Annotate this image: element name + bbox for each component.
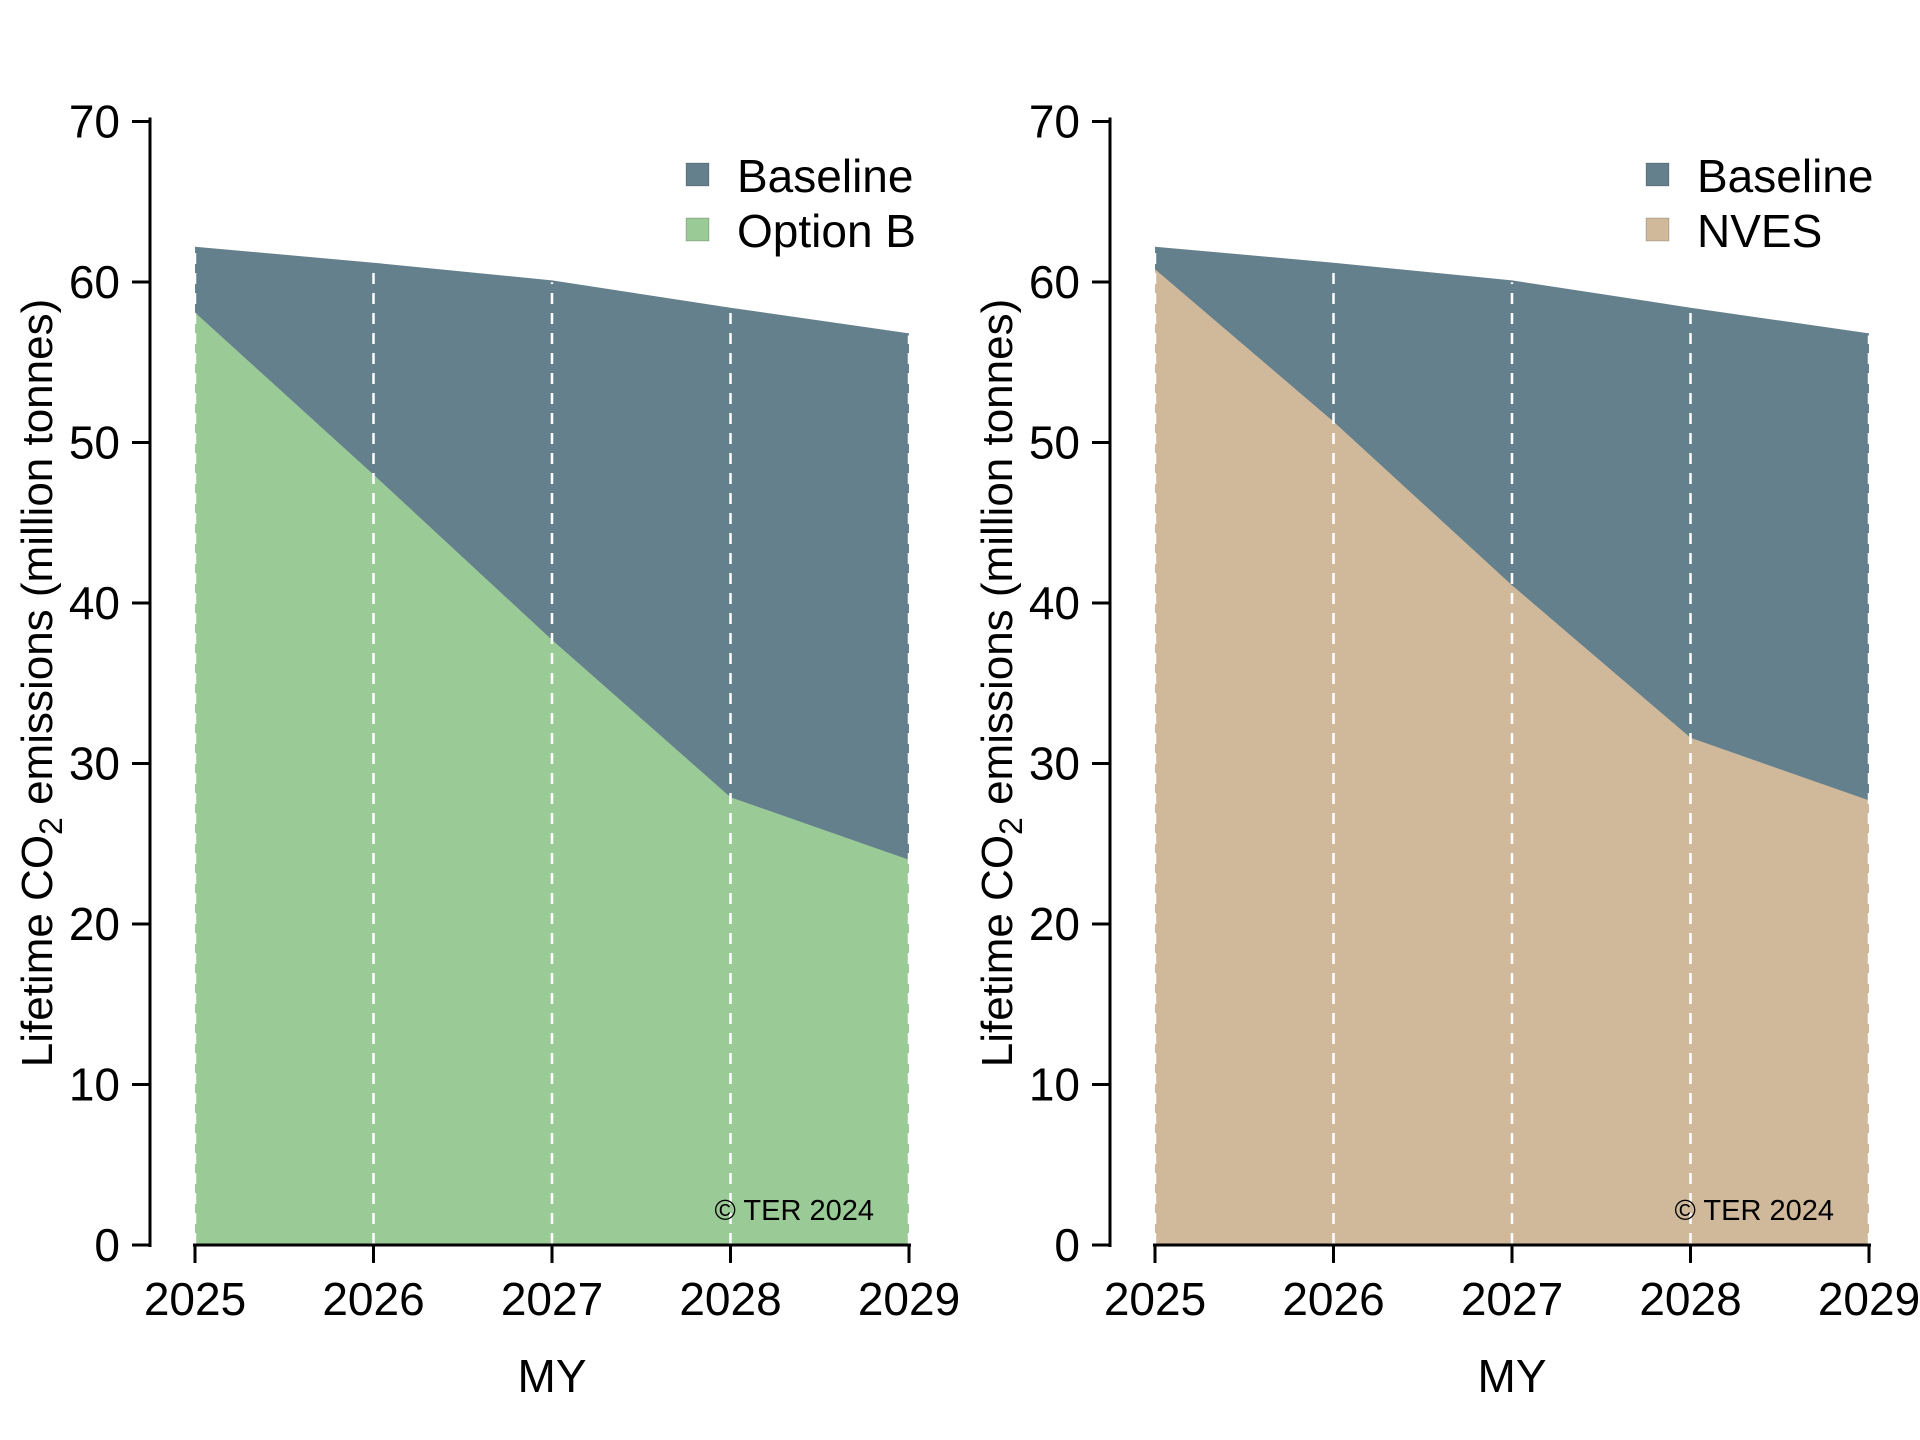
x-tick-label-2029: 2029 <box>858 1273 960 1325</box>
legend-label-option-b: Option B <box>737 205 916 257</box>
y-axis-title: Lifetime CO2 emissions (million tonnes) <box>13 299 69 1068</box>
chart-nves: 0 10 20 30 40 50 60 70 2025 2026 2027 2028 2029 MY Lif… <box>960 0 1920 1440</box>
y-tick-label-0: 0 <box>94 1219 120 1271</box>
chart-svg: 0 10 20 30 40 50 60 70 2025 2026 2027 2028 2029 MY Lif… <box>973 96 1920 1403</box>
watermark: © TER 2024 <box>1675 1195 1834 1227</box>
legend-swatch-nves <box>1645 217 1670 242</box>
chart-svg: 0 10 20 30 40 50 60 70 2025 2026 2027 2028 2029 MY Lif… <box>13 96 960 1403</box>
x-tick-label-2027: 2027 <box>1461 1273 1563 1325</box>
y-axis-title: Lifetime CO2 emissions (million tonnes) <box>973 299 1029 1068</box>
chart-option-b: 0 10 20 30 40 50 60 70 2025 2026 2027 2028 2029 MY Lif… <box>13 96 960 1403</box>
y-tick-label-20: 20 <box>1029 898 1080 950</box>
legend-swatch-baseline <box>685 162 710 187</box>
y-tick-label-70: 70 <box>69 96 120 148</box>
x-tick-label-2028: 2028 <box>1639 1273 1741 1325</box>
x-tick-label-2026: 2026 <box>322 1273 424 1325</box>
legend-label-baseline: Baseline <box>737 150 913 202</box>
y-tick-label-0: 0 <box>1054 1219 1080 1271</box>
x-tick-label-2029: 2029 <box>1818 1273 1920 1325</box>
watermark: © TER 2024 <box>715 1195 874 1227</box>
y-tick-label-40: 40 <box>69 577 120 629</box>
legend-label-nves: NVES <box>1697 205 1822 257</box>
x-tick-label-2028: 2028 <box>679 1273 781 1325</box>
legend-label-baseline: Baseline <box>1697 150 1873 202</box>
legend-swatch-baseline <box>1645 162 1670 187</box>
y-tick-label-70: 70 <box>1029 96 1080 148</box>
y-tick-label-10: 10 <box>1029 1059 1080 1111</box>
x-tick-label-2026: 2026 <box>1282 1273 1384 1325</box>
y-tick-label-40: 40 <box>1029 577 1080 629</box>
y-tick-label-20: 20 <box>69 898 120 950</box>
x-tick-label-2025: 2025 <box>144 1273 246 1325</box>
y-tick-label-60: 60 <box>69 256 120 308</box>
y-tick-label-30: 30 <box>1029 738 1080 790</box>
y-tick-label-50: 50 <box>1029 417 1080 469</box>
x-tick-label-2025: 2025 <box>1104 1273 1206 1325</box>
y-tick-label-10: 10 <box>69 1059 120 1111</box>
y-tick-label-50: 50 <box>69 417 120 469</box>
legend-swatch-option-b <box>685 217 710 242</box>
y-tick-label-30: 30 <box>69 738 120 790</box>
x-tick-label-2027: 2027 <box>501 1273 603 1325</box>
x-axis-title: MY <box>518 1350 587 1402</box>
x-axis-title: MY <box>1478 1350 1547 1402</box>
y-tick-label-60: 60 <box>1029 256 1080 308</box>
